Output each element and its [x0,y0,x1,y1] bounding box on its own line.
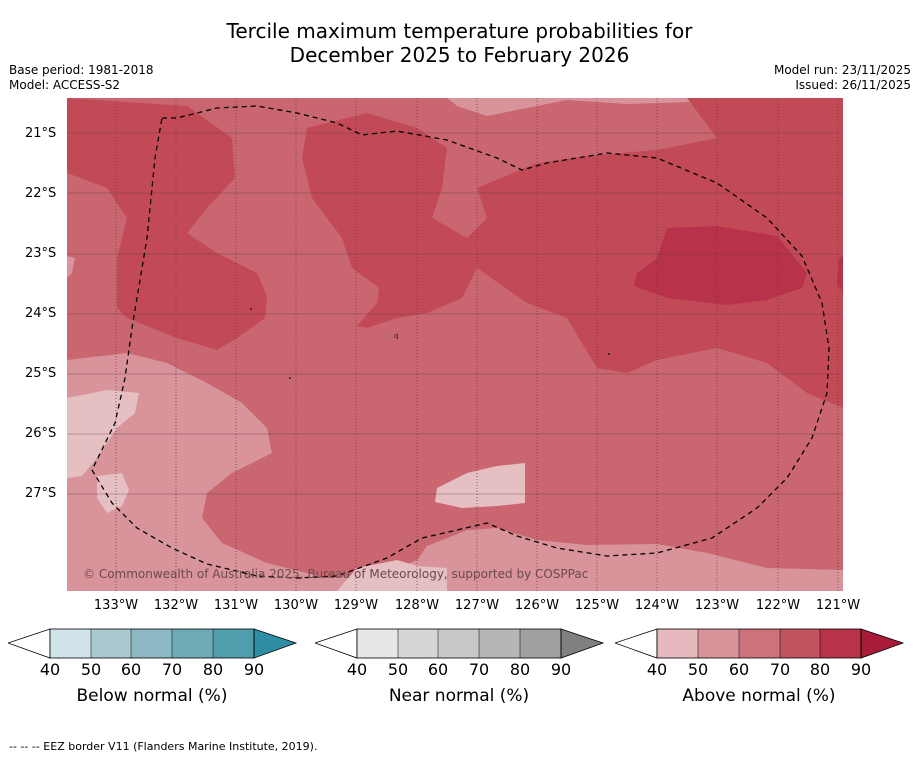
colorbar-above-normal [615,628,905,659]
lon-label-131w: 131°W [213,598,259,613]
svg-text:q: q [394,332,398,340]
above-tick-80: 80 [809,660,831,679]
longitude-gridlines [115,98,839,591]
colorbar-title-near: Near normal (%) [388,686,530,706]
below-tick-80: 80 [202,660,224,679]
region-70-80-central [302,113,477,328]
eez-border [91,105,830,579]
below-tick-40: 40 [39,660,61,679]
lon-label-130w: 130°W [273,598,319,613]
below-tick-70: 70 [161,660,183,679]
lon-label-127w: 127°W [454,598,500,613]
meta-right: Model run: 23/11/2025 Issued: 26/11/2025 [774,63,911,93]
lon-label-126w: 126°W [514,598,560,613]
colorbar-title-below: Below normal (%) [76,686,228,706]
lat-label-21s: 21°S [25,126,57,141]
near-tick-40: 40 [346,660,368,679]
colorbar-below-normal [8,628,298,659]
near-tick-90: 90 [550,660,572,679]
lat-label-27s: 27°S [25,486,57,501]
model-name: Model: ACCESS-S2 [9,78,121,92]
lon-label-123w: 123°W [694,598,740,613]
region-50-60-south [67,353,843,591]
region-50-60-edge [67,256,75,278]
islands: q [250,308,610,379]
colorbar-near-normal [315,628,605,659]
lon-label-129w: 129°W [333,598,379,613]
region-80-90-edge [837,256,843,293]
below-tick-50: 50 [80,660,102,679]
lon-label-122w: 122°W [755,598,801,613]
region-40-50-south [435,463,525,508]
lon-label-125w: 125°W [574,598,620,613]
lat-label-22s: 22°S [25,186,57,201]
above-tick-60: 60 [728,660,750,679]
colorbar-title-above: Above normal (%) [682,686,836,706]
chart-title-line-1: Tercile maximum temperature probabilitie… [226,19,693,43]
map-copyright: © Commonwealth of Australia 2025, Bureau… [83,567,588,581]
meta-left: Base period: 1981-2018 Model: ACCESS-S2 [9,63,154,93]
probability-map: q © Commonwealth of Australia 2025, Bure… [67,98,843,591]
map-svg: q © Commonwealth of Australia 2025, Bure… [67,98,843,591]
lon-label-128w: 128°W [394,598,440,613]
region-40-50-bottom [337,560,447,591]
below-tick-90: 90 [243,660,265,679]
above-tick-70: 70 [769,660,791,679]
above-tick-40: 40 [646,660,668,679]
region-50-60-top [447,98,843,116]
above-tick-50: 50 [687,660,709,679]
near-tick-70: 70 [468,660,490,679]
lat-label-24s: 24°S [25,306,57,321]
near-tick-80: 80 [509,660,531,679]
lat-label-26s: 26°S [25,426,57,441]
region-70-80-east [467,98,843,408]
latitude-gridlines [67,132,843,495]
chart-title-line-2: December 2025 to February 2026 [289,43,630,67]
lon-label-132w: 132°W [153,598,199,613]
region-70-80-west [67,98,267,350]
base-period: Base period: 1981-2018 [9,63,154,77]
lon-label-133w: 133°W [93,598,139,613]
lon-label-121w: 121°W [815,598,861,613]
near-tick-60: 60 [427,660,449,679]
lat-label-23s: 23°S [25,246,57,261]
above-tick-90: 90 [850,660,872,679]
lat-label-25s: 25°S [25,366,57,381]
model-run: Model run: 23/11/2025 [773,63,911,77]
near-tick-50: 50 [387,660,409,679]
region-80-90-east [634,226,807,305]
lon-label-124w: 124°W [634,598,680,613]
eez-legend-note: -- -- -- EEZ border V11 (Flanders Marine… [9,740,318,753]
region-40-50-west-small [97,473,129,513]
below-tick-60: 60 [120,660,142,679]
issued-date: Issued: 26/11/2025 [795,78,911,92]
